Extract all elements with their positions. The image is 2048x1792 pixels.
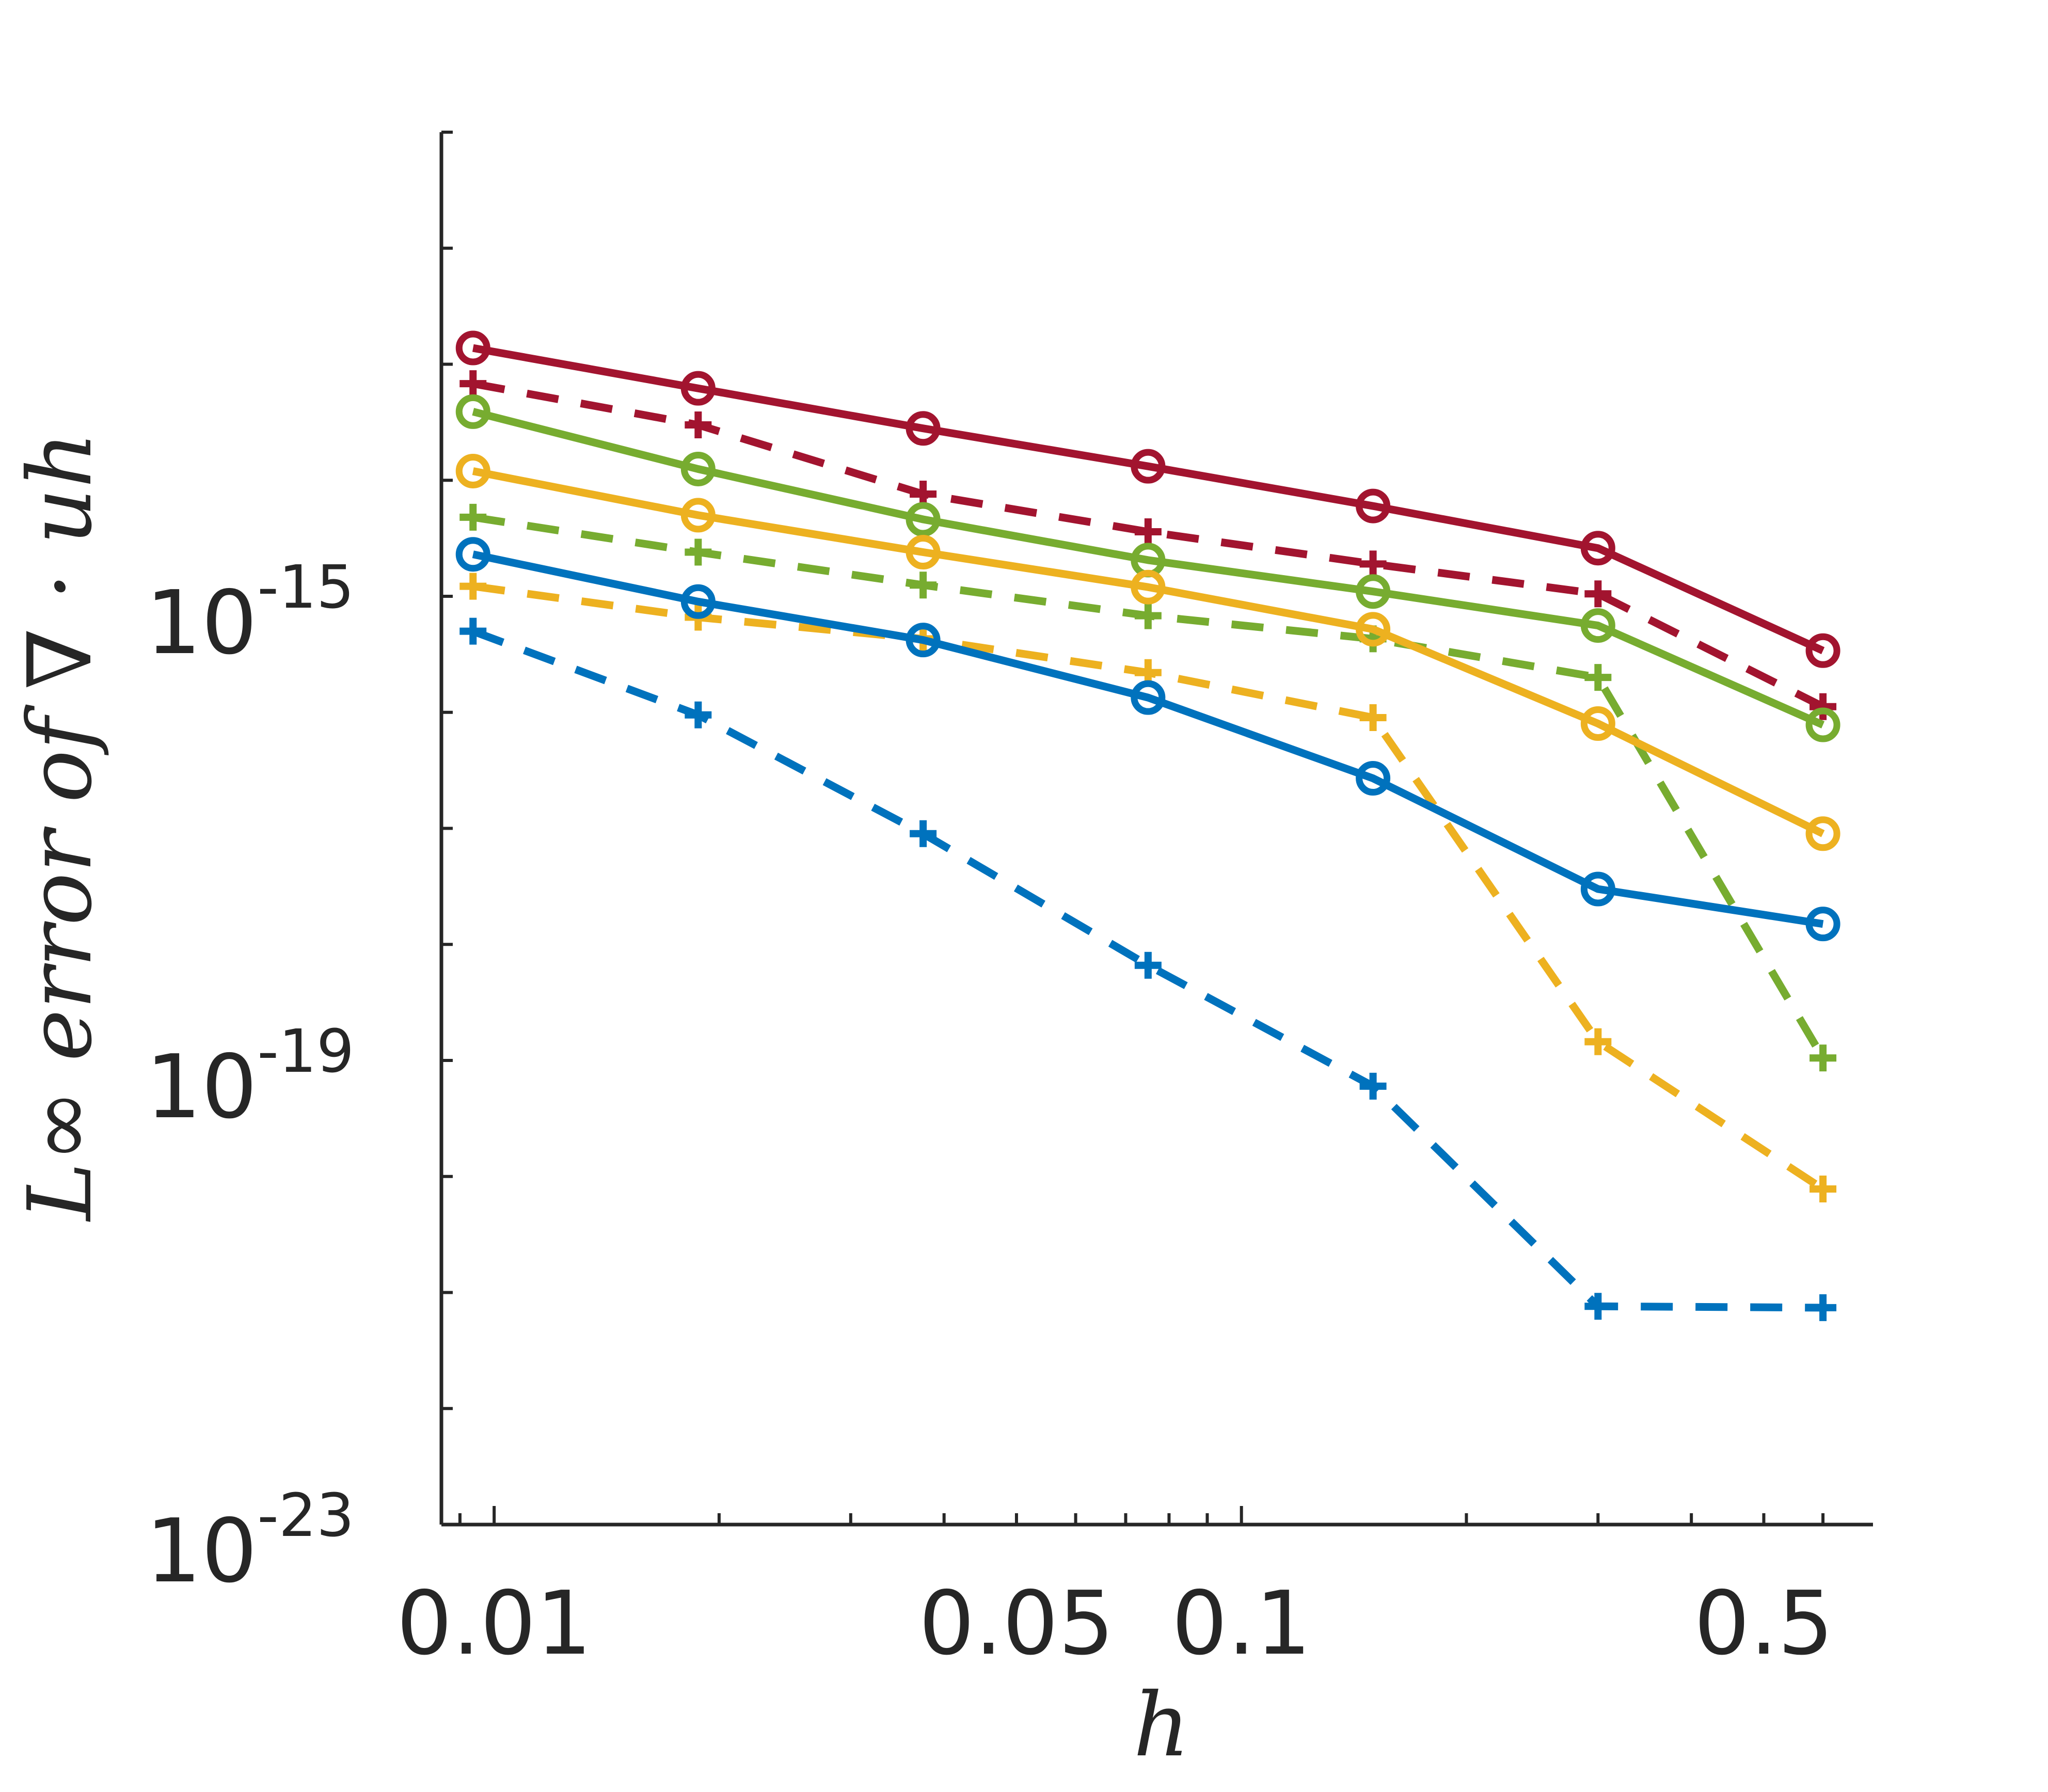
data-point: [906, 623, 941, 658]
data-point: [1580, 531, 1615, 566]
data-point: [1359, 550, 1387, 578]
data-point: [1584, 1028, 1612, 1055]
data-point: [1356, 488, 1391, 524]
data-point: [1356, 761, 1391, 796]
data-point: [910, 572, 937, 599]
series-line: [472, 550, 1824, 928]
data-point: [680, 451, 716, 486]
data-point: [1809, 1176, 1837, 1202]
data-point: [1584, 580, 1612, 608]
data-point: [1809, 1294, 1837, 1321]
series-layer: [455, 330, 1840, 1321]
data-point: [680, 498, 716, 533]
series-8: [459, 617, 1837, 1321]
data-point: [910, 820, 937, 847]
data-point: [1584, 664, 1612, 691]
data-point: [1134, 518, 1162, 545]
data-point: [906, 535, 941, 570]
series-6: [459, 573, 1837, 1202]
x-tick-label: 0.1: [1172, 1573, 1311, 1675]
axes: [439, 131, 1873, 1527]
data-point: [459, 503, 487, 531]
data-point: [1131, 680, 1166, 715]
data-point: [1359, 1072, 1387, 1100]
data-point: [455, 453, 490, 488]
data-point: [685, 411, 712, 439]
data-point: [1131, 449, 1166, 484]
data-point: [1580, 706, 1615, 741]
data-point: [1809, 693, 1837, 720]
data-point: [906, 411, 941, 446]
data-point: [1134, 602, 1162, 629]
x-tick-label: 0.5: [1694, 1573, 1833, 1675]
series-3: [455, 394, 1840, 742]
data-point: [685, 701, 712, 728]
data-point: [1131, 569, 1166, 605]
y-tick-label: 10-19: [146, 1017, 354, 1138]
series-7: [455, 537, 1840, 942]
data-point: [680, 584, 716, 619]
y-axis-title: L∞ error of ∇ · uh: [9, 432, 112, 1222]
data-point: [1356, 574, 1391, 609]
data-point: [455, 394, 490, 429]
data-point: [455, 330, 490, 366]
series-1: [455, 330, 1840, 668]
x-axis-title: h: [1133, 1674, 1190, 1777]
data-point: [1580, 608, 1615, 643]
data-point: [1805, 816, 1840, 851]
series-5: [455, 453, 1840, 851]
data-point: [1805, 707, 1840, 742]
x-tick-label: 0.05: [919, 1573, 1115, 1675]
data-point: [1134, 951, 1162, 979]
data-point: [1584, 1293, 1612, 1320]
y-tick-label: 10-15: [146, 553, 354, 674]
series-4: [459, 503, 1837, 1072]
data-point: [1359, 704, 1387, 732]
data-point: [459, 370, 487, 398]
y-tick-label: 10-23: [146, 1481, 354, 1603]
tick-labels: 0.01 0.05 0.1 0.5 10-15 10-19 10-23: [146, 553, 1834, 1675]
data-point: [680, 371, 716, 406]
data-point: [1805, 907, 1840, 942]
data-point: [1580, 871, 1615, 907]
series-line: [472, 467, 1825, 837]
data-point: [459, 573, 487, 600]
series-line: [472, 344, 1825, 655]
data-point: [1809, 1044, 1837, 1072]
x-tick-label: 0.01: [396, 1573, 592, 1675]
data-point: [459, 617, 487, 645]
data-point: [455, 537, 490, 572]
data-point: [685, 538, 712, 566]
data-point: [1805, 633, 1840, 668]
data-point: [906, 502, 941, 537]
series-line: [472, 408, 1825, 728]
data-point: [1356, 612, 1391, 647]
